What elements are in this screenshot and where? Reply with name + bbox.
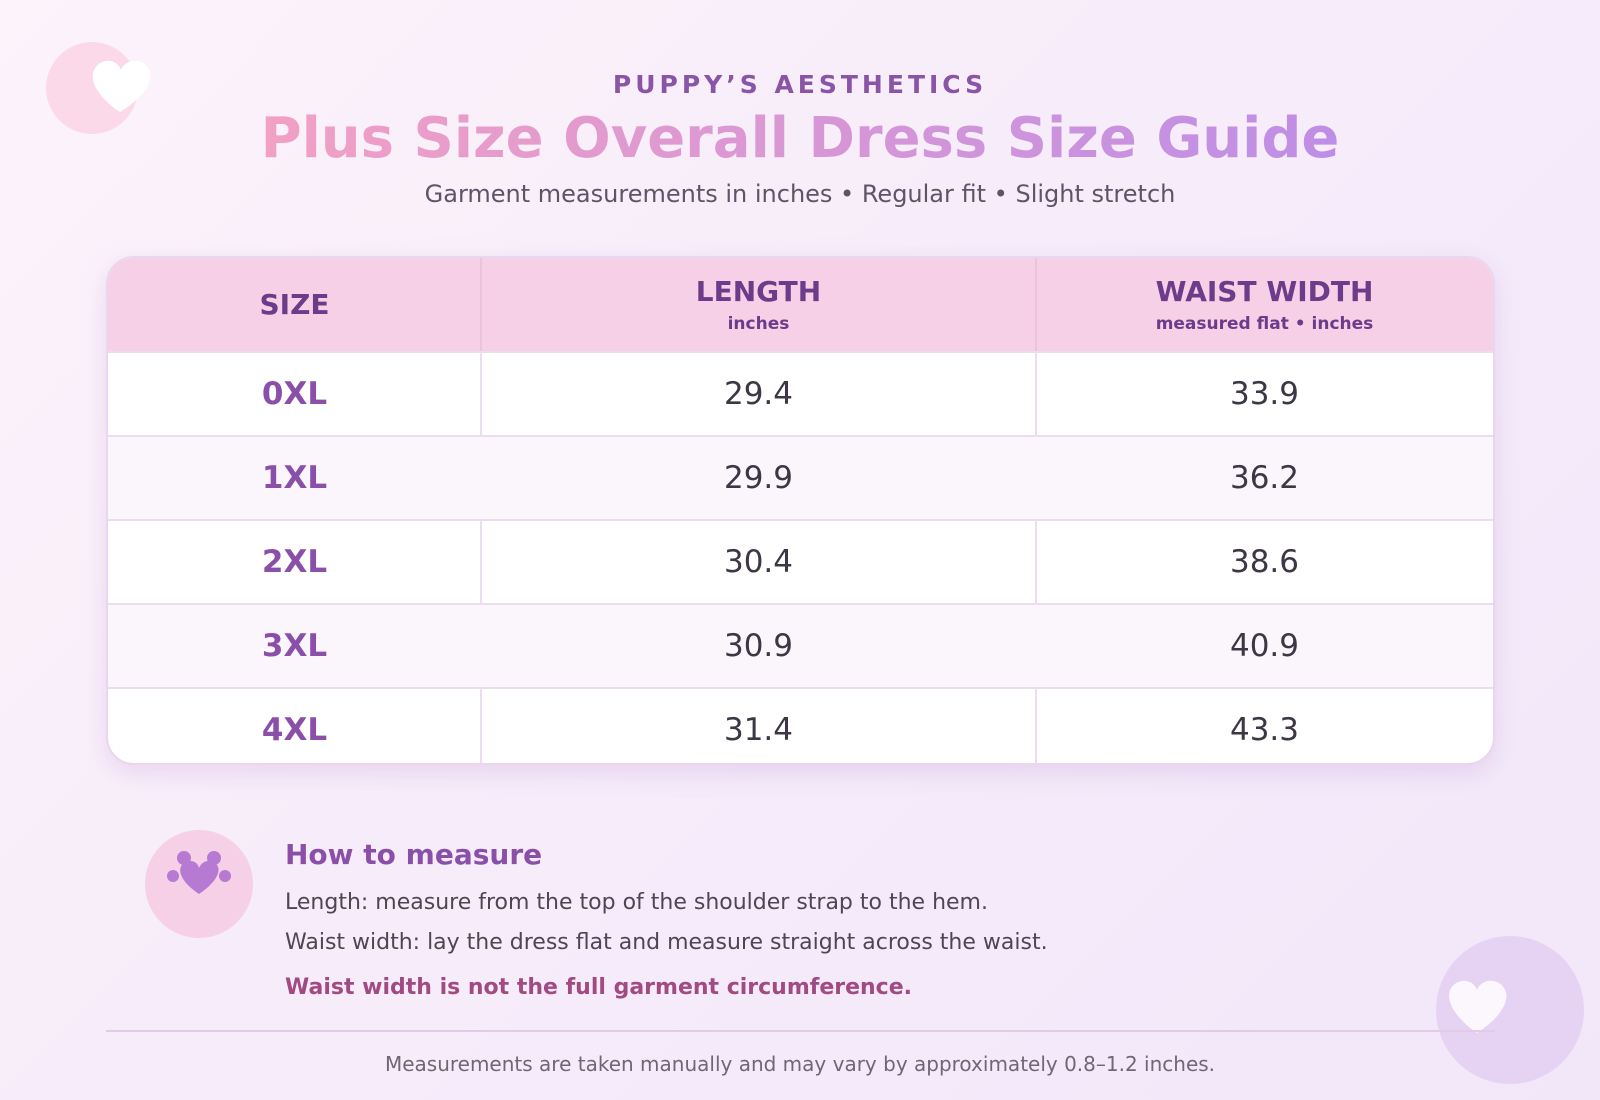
heart-icon [92,60,151,112]
measurement: 40.9 [1229,628,1300,664]
size-label: 3XL [261,628,328,664]
table-row: 3XL 30.9 40.9 [108,603,1493,687]
column-unit: inches [727,314,790,334]
column-divider [480,689,482,763]
measurement: 43.3 [1229,712,1300,748]
title-wrap: Plus Size Overall Dress Size Guide [0,106,1600,171]
heart-icon [180,860,219,894]
table-row: 2XL 30.4 38.6 [108,519,1493,603]
table-header: SIZE LENGTH inches WAIST WIDTH measured flat… [108,258,1493,351]
divider [106,1030,1495,1032]
paw-dot [177,851,191,865]
note-title: How to measure [285,838,543,871]
table-row: 1XL 29.9 36.2 [108,435,1493,519]
column-header: LENGTH inches [481,258,1036,351]
note-warning: Waist width is not the full garment circ… [285,975,912,1000]
measurement: 38.6 [1229,544,1300,580]
column-divider [1035,258,1037,351]
note-line: Waist width: lay the dress flat and meas… [285,930,1048,955]
column-divider [1035,353,1037,435]
measurement: 29.9 [723,460,794,496]
measurement: 31.4 [723,712,794,748]
decor-circle [1436,936,1584,1084]
size-table: SIZE LENGTH inches WAIST WIDTH measured flat… [106,256,1495,765]
table-row: 4XL 31.4 43.3 [108,687,1493,763]
column-divider [1035,689,1037,763]
measurement: 33.9 [1229,376,1300,412]
column-name: WAIST WIDTH [1155,275,1374,308]
column-divider [480,353,482,435]
column-name: SIZE [259,288,330,321]
measurement: 30.9 [723,628,794,664]
column-header: WAIST WIDTH measured flat • inches [1036,258,1493,351]
heart-icon [1449,980,1507,1033]
title: Plus Size Overall Dress Size Guide [260,106,1340,171]
column-divider [480,258,482,351]
size-label: 2XL [261,544,328,580]
paw-dot [219,870,231,882]
size-label: 1XL [261,460,328,496]
brand: PUPPY’S AESTHETICS [612,70,988,99]
footer: Measurements are taken manually and may … [384,1052,1216,1076]
note-line: Length: measure from the top of the shou… [285,890,988,915]
measurement: 36.2 [1229,460,1300,496]
column-divider [1035,521,1037,603]
column-divider [480,521,482,603]
subtitle: Garment measurements in inches • Regular… [424,180,1176,208]
column-header: SIZE [108,258,481,351]
size-label: 0XL [261,376,328,412]
column-name: LENGTH [695,275,822,308]
measurement: 30.4 [723,544,794,580]
paw-dot [167,870,179,882]
measurement: 29.4 [723,376,794,412]
column-unit: measured flat • inches [1155,314,1374,334]
paw-dot [207,851,221,865]
size-label: 4XL [261,712,328,748]
table-row: 0XL 29.4 33.9 [108,351,1493,435]
